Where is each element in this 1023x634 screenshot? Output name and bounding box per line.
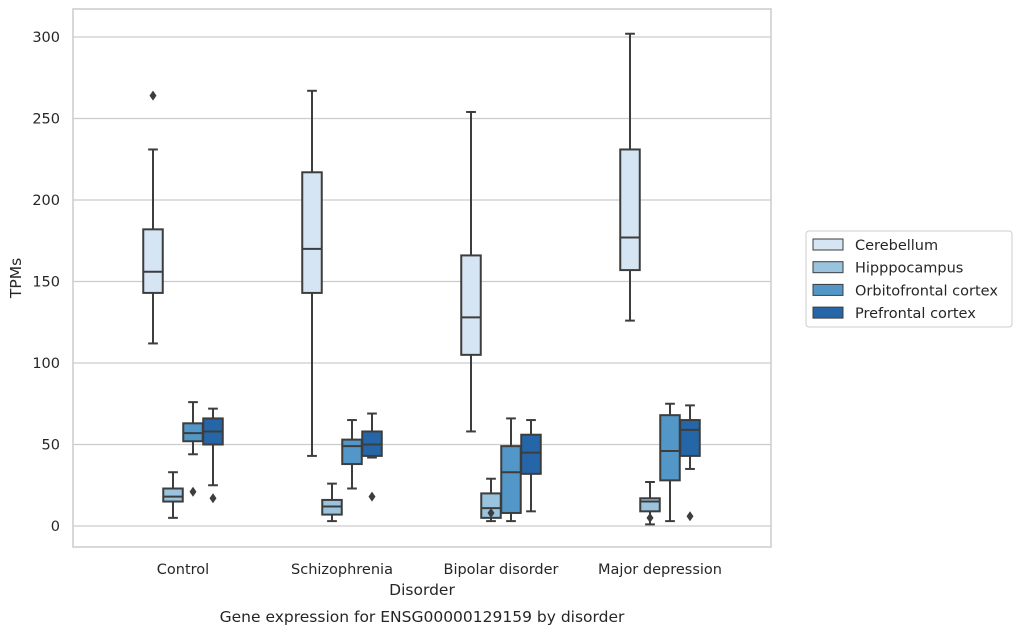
legend-swatch	[812, 261, 844, 274]
box-body	[659, 414, 681, 482]
outlier-point	[487, 507, 495, 518]
outlier-point	[686, 511, 694, 522]
box-plot	[361, 412, 383, 502]
box-plot	[520, 419, 542, 513]
box-body	[619, 148, 641, 272]
box-plot	[480, 477, 502, 523]
outlier-point	[368, 491, 376, 502]
outlier-point	[646, 512, 654, 523]
box-plot	[202, 407, 224, 504]
y-tick-label: 100	[32, 356, 60, 372]
box-plot	[679, 404, 701, 522]
box-body	[639, 497, 661, 513]
box-plot	[321, 482, 343, 523]
box-plot	[639, 480, 661, 526]
legend-label: Cerebellum	[855, 238, 938, 254]
box-plot	[500, 417, 522, 523]
boxes-layer	[142, 32, 701, 526]
box-plot	[619, 32, 641, 322]
y-tick-label: 50	[42, 438, 60, 454]
y-tick-label: 200	[32, 193, 60, 209]
outlier-point	[149, 90, 157, 101]
plot-frame	[72, 8, 772, 548]
box-body	[460, 254, 482, 356]
legend-label: Prefrontal cortex	[855, 306, 976, 322]
y-tick-labels: 0 50 100 150 200 250 300	[32, 30, 60, 535]
box-body	[162, 487, 184, 503]
legend-frame	[805, 230, 1013, 328]
box-plot	[182, 401, 204, 497]
box-plot	[341, 419, 363, 490]
box-plot	[659, 402, 681, 523]
box-body	[520, 433, 542, 475]
legend-swatch	[812, 306, 844, 319]
box-plot	[301, 89, 323, 457]
box-body	[341, 438, 363, 466]
legend-label: Hipppocampus	[855, 261, 963, 277]
box-plot	[460, 110, 482, 433]
x-tick-label: Major depression	[598, 562, 722, 578]
box-body	[500, 445, 522, 514]
legend: Cerebellum Hipppocampus Orbitofrontal cort…	[805, 230, 1013, 328]
box-plot	[142, 90, 164, 345]
x-axis-label: Disorder	[389, 581, 455, 599]
legend-swatch	[812, 283, 844, 296]
y-tick-label: 150	[32, 275, 60, 291]
x-tick-label: Schizophrenia	[291, 562, 393, 578]
y-tick-label: 250	[32, 112, 60, 128]
box-body	[301, 171, 323, 294]
chart-caption: Gene expression for ENSG00000129159 by d…	[220, 608, 625, 626]
box-body	[142, 228, 164, 294]
legend-swatch	[812, 238, 844, 251]
box-plot	[162, 471, 184, 519]
y-tick-label: 0	[51, 519, 60, 535]
box-body	[679, 419, 701, 457]
y-axis-label: TPMs	[7, 258, 25, 299]
legend-items: Cerebellum Hipppocampus Orbitofrontal cort…	[812, 238, 998, 322]
x-tick-label: Bipolar disorder	[444, 562, 559, 578]
outlier-point	[189, 486, 197, 497]
legend-label: Orbitofrontal cortex	[855, 283, 998, 299]
y-tick-label: 300	[32, 30, 60, 46]
grid-layer	[73, 36, 771, 527]
x-tick-labels: Control Schizophrenia Bipolar disorder Majo…	[157, 562, 722, 578]
x-tick-label: Control	[157, 562, 209, 578]
outlier-point	[209, 493, 217, 504]
